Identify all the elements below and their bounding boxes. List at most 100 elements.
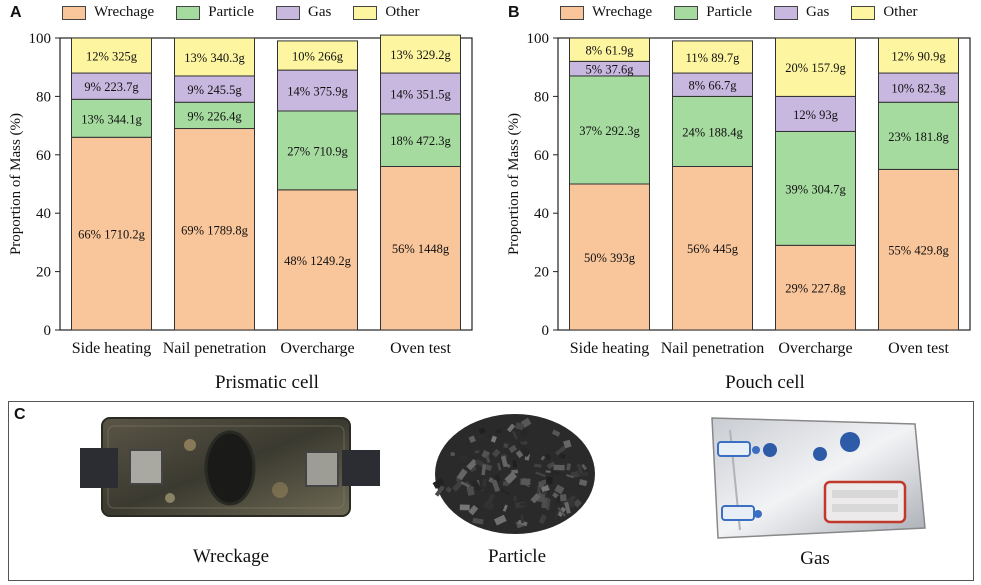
y-axis-label: Proportion of Mass (%) — [506, 113, 522, 255]
bar-segment — [71, 37, 152, 74]
bar-label: 12% 93g — [793, 108, 839, 122]
bar-segment — [71, 98, 152, 138]
wreckage-caption: Wreckage — [192, 546, 270, 567]
gas-bag-photo — [711, 417, 926, 539]
bar-label: 23% 181.8g — [888, 130, 949, 144]
legend-item: Wrechage — [560, 4, 652, 21]
bar-label: 69% 1789.8g — [181, 223, 248, 237]
pouch-cell-chart: 0 20 40 60 80 100 Proportion of Mass (%) 50% 39… — [506, 31, 971, 357]
particle-photo — [432, 414, 595, 534]
bar-label: 14% 375.9g — [287, 85, 348, 99]
bar-segment — [569, 75, 650, 185]
y-tick-label: 20 — [534, 265, 549, 281]
bar-label: 13% 329.2g — [390, 48, 451, 62]
bar-label: 18% 472.3g — [390, 134, 451, 148]
legend-swatch — [851, 5, 876, 20]
legend-item: Gas — [276, 4, 331, 21]
y-tick-label: 40 — [36, 206, 51, 222]
legend-swatch — [560, 5, 584, 20]
legend-swatch — [276, 5, 301, 20]
bar-segment — [380, 165, 461, 331]
bar-segment — [277, 40, 358, 71]
bar-segment — [380, 34, 461, 74]
bar-segment — [380, 72, 461, 115]
bar-label: 56% 1448g — [392, 242, 450, 256]
prismatic-cell-title: Prismatic cell — [215, 372, 319, 393]
bar-label: 37% 292.3g — [579, 124, 640, 138]
bar-label: 10% 82.3g — [891, 82, 946, 96]
bar-label: 20% 157.9g — [785, 61, 846, 75]
y-tick-label: 80 — [36, 89, 51, 105]
panel-label-a: A — [10, 4, 22, 21]
bar-segment — [672, 40, 753, 74]
legend-label: Other — [385, 4, 420, 20]
legend-label: Gas — [308, 4, 332, 20]
y-tick-label: 40 — [534, 206, 549, 222]
bar-segment — [277, 189, 358, 331]
bar-segment — [878, 72, 959, 103]
bar-segment — [569, 183, 650, 331]
gas-caption: Gas — [800, 548, 830, 569]
legend-item: Gas — [774, 4, 829, 21]
bar-segment — [277, 69, 358, 112]
particle-caption: Particle — [487, 546, 547, 567]
legend-label: Gas — [806, 4, 830, 20]
photo-panel — [8, 401, 974, 581]
legend-item: Particle — [674, 4, 752, 21]
legend-a: Wrechage Particle Gas Other — [62, 4, 442, 21]
panel-label-b: B — [508, 4, 520, 21]
bar-segment — [878, 101, 959, 170]
y-tick-label: 0 — [44, 323, 52, 339]
legend-label: Particle — [208, 4, 255, 20]
bar-segment — [71, 136, 152, 331]
x-tick-label: Overcharge — [778, 340, 852, 357]
bar-label: 9% 245.5g — [187, 83, 242, 97]
x-tick-label: Overcharge — [280, 340, 354, 357]
bar-segment — [174, 37, 255, 77]
legend-swatch — [62, 5, 86, 20]
bar-label: 55% 429.8g — [888, 244, 949, 258]
bar-segment — [878, 37, 959, 74]
bar-label: 13% 344.1g — [81, 112, 142, 126]
bar-label: 10% 266g — [292, 50, 344, 64]
wreckage-photo — [80, 417, 380, 517]
bar-label: 8% 66.7g — [689, 79, 738, 93]
y-tick-label: 100 — [527, 31, 550, 47]
bar-segment — [174, 101, 255, 130]
panel-label-c: C — [14, 406, 26, 423]
y-tick-label: 60 — [534, 148, 549, 164]
legend-label: Wrechage — [592, 4, 653, 20]
x-tick-label: Side heating — [570, 340, 650, 357]
bar-label: 48% 1249.2g — [284, 254, 351, 268]
x-tick-label: Oven test — [888, 340, 949, 357]
bar-segment — [174, 75, 255, 103]
y-tick-label: 60 — [36, 148, 51, 164]
bar-label: 56% 445g — [687, 242, 739, 256]
bar-label: 5% 37.6g — [586, 63, 635, 77]
pouch-cell-title: Pouch cell — [725, 372, 805, 393]
legend-swatch — [176, 5, 201, 20]
y-axis-label: Proportion of Mass (%) — [8, 113, 24, 255]
legend-label: Wrechage — [94, 4, 155, 20]
bar-label: 12% 90.9g — [891, 50, 946, 64]
bar-label: 66% 1710.2g — [78, 228, 145, 242]
legend-item: Other — [851, 4, 918, 21]
y-tick-label: 80 — [534, 89, 549, 105]
bar-label: 29% 227.8g — [785, 282, 846, 296]
legend-label: Particle — [706, 4, 753, 20]
x-tick-label: Nail penetration — [661, 340, 765, 357]
legend-swatch — [353, 5, 378, 20]
bar-label: 13% 340.3g — [184, 51, 245, 65]
bar-segment — [775, 37, 856, 97]
legend-item: Other — [353, 4, 420, 21]
bar-label: 12% 325g — [86, 50, 138, 64]
y-tick-label: 100 — [29, 31, 52, 47]
prismatic-cell-chart: 0 20 40 60 80 100 Proportion of Mass (%) 66% 17… — [8, 31, 473, 357]
bar-label: 39% 304.7g — [785, 182, 846, 196]
plot-frame — [557, 37, 971, 331]
y-tick-label: 20 — [36, 265, 51, 281]
bar-label: 8% 61.9g — [586, 44, 635, 58]
bar-label: 24% 188.4g — [682, 125, 743, 139]
legend-item: Wrechage — [62, 4, 154, 21]
legend-label: Other — [883, 4, 918, 20]
